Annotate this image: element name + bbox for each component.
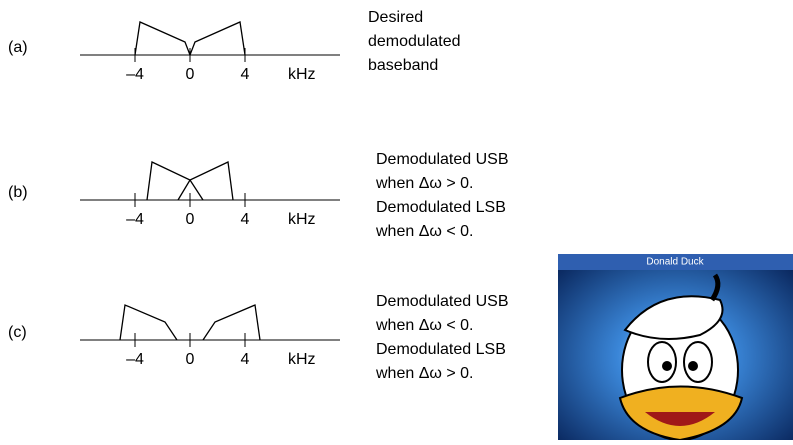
tick-label: 0 <box>186 211 195 228</box>
tick-label: 0 <box>186 351 195 368</box>
caption-line: Desired <box>368 9 423 26</box>
panel-a <box>80 22 340 62</box>
duck-eye <box>648 342 676 382</box>
unit-label: kHz <box>288 66 316 83</box>
duck-pupil <box>662 361 672 371</box>
spectrum <box>147 162 203 200</box>
tick-label: –4 <box>126 351 144 368</box>
tick-label: –4 <box>126 211 144 228</box>
panel-label: (c) <box>8 324 27 341</box>
spectrum <box>203 305 260 340</box>
caption-line: when Δω > 0. <box>375 365 473 382</box>
spectrum <box>120 305 177 340</box>
tick-label: –4 <box>126 66 144 83</box>
image-title: Donald Duck <box>646 257 704 268</box>
tick-label: 4 <box>241 351 250 368</box>
caption-line: Demodulated USB <box>376 293 509 310</box>
unit-label: kHz <box>288 211 316 228</box>
caption-line: Demodulated USB <box>376 151 509 168</box>
panel-label: (b) <box>8 184 28 201</box>
panel-c <box>80 305 340 347</box>
caption-line: demodulated <box>368 33 461 50</box>
caption-line: baseband <box>368 57 438 74</box>
panel-b <box>80 162 340 207</box>
tick-label: 4 <box>241 66 250 83</box>
unit-label: kHz <box>288 351 316 368</box>
spectrum <box>178 162 233 200</box>
caption-line: Demodulated LSB <box>376 341 506 358</box>
duck-image: Donald Duck <box>558 254 793 440</box>
caption-line: when Δω < 0. <box>375 317 473 334</box>
tick-label: 0 <box>186 66 195 83</box>
duck-pupil <box>688 361 698 371</box>
panel-label: (a) <box>8 39 28 56</box>
caption-line: when Δω > 0. <box>375 175 473 192</box>
caption-line: Demodulated LSB <box>376 199 506 216</box>
tick-label: 4 <box>241 211 250 228</box>
caption-line: when Δω < 0. <box>375 223 473 240</box>
duck-eye <box>684 342 712 382</box>
page: Donald Duck (a) –4 0 4 kHz Desired demodulated… <box>0 0 793 440</box>
